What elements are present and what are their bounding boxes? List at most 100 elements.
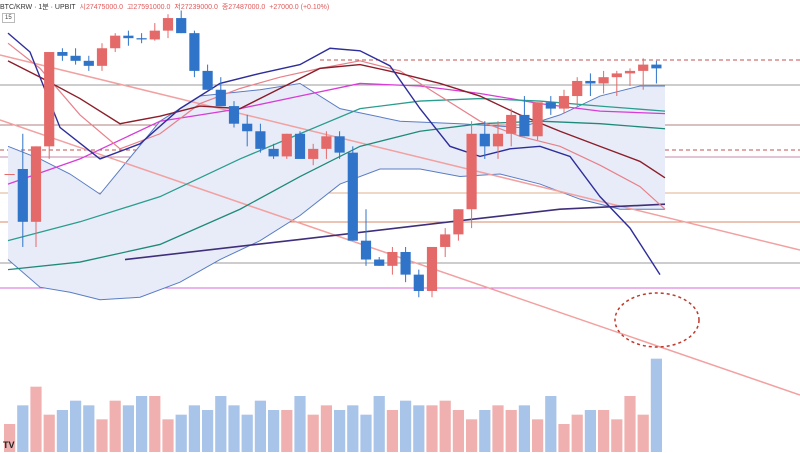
- candle-body: [189, 33, 200, 71]
- volume-bar: [386, 410, 398, 452]
- tradingview-logo: TV: [3, 440, 15, 450]
- volume-bar: [4, 424, 16, 452]
- volume-bar: [56, 410, 68, 452]
- candle-body: [83, 60, 94, 66]
- volume-bar: [347, 405, 359, 452]
- volume-bar: [439, 400, 451, 452]
- chart-header: BTC/KRW · 1분 · UPBIT 시27475000.0 고275910…: [0, 0, 333, 14]
- candle-body: [558, 96, 570, 109]
- indicator-badge[interactable]: 15: [2, 13, 15, 23]
- candle-body: [413, 274, 424, 291]
- candle-body: [268, 148, 279, 157]
- candle-body: [572, 80, 583, 97]
- volume-bar: [426, 405, 438, 452]
- volume-bar: [637, 414, 649, 452]
- volume-bar: [268, 410, 280, 452]
- candle-body: [123, 35, 134, 39]
- candle-body: [479, 133, 490, 147]
- volume-bar: [149, 396, 161, 452]
- candle-body: [360, 240, 372, 260]
- volume-bar: [294, 396, 306, 452]
- volume-bar: [43, 414, 55, 452]
- candle-body: [545, 102, 556, 109]
- candle-body: [334, 136, 345, 153]
- volume-bar: [30, 386, 42, 452]
- candle-body: [466, 133, 477, 210]
- volume-bar: [307, 414, 319, 452]
- volume-bar: [228, 405, 240, 452]
- candle-body: [387, 251, 398, 266]
- volume-bar: [518, 405, 530, 452]
- close-value: 종27487000.0: [221, 4, 266, 11]
- volume-bar: [96, 419, 108, 452]
- highlight-circle: [614, 292, 700, 348]
- candle-body: [638, 64, 649, 71]
- volume-bar: [215, 396, 227, 452]
- volume-bar: [188, 405, 200, 452]
- volume-bar: [241, 414, 253, 452]
- change-value: +27000.0 (+0.10%): [269, 3, 330, 11]
- open-value: 시27475000.0: [79, 4, 123, 11]
- ma-green-line: [7, 120, 666, 271]
- volume-bar: [122, 405, 134, 452]
- ma-fast-line: [7, 32, 661, 276]
- volume-bar: [611, 419, 623, 452]
- volume-bar: [109, 400, 121, 452]
- candle-body: [440, 234, 451, 247]
- candle-body: [519, 114, 530, 137]
- ma-mid-line: [7, 42, 666, 210]
- volume-bar: [320, 405, 332, 452]
- volume-bar: [400, 400, 412, 452]
- low-value: 저27239000.0: [174, 4, 218, 11]
- candle-body: [294, 133, 306, 159]
- volume-bar: [254, 400, 266, 452]
- candle-body: [598, 77, 609, 84]
- candle-body: [4, 174, 15, 176]
- candle-body: [308, 148, 319, 159]
- candle-body: [162, 18, 174, 31]
- volume-bar: [17, 405, 29, 452]
- volume-bar: [545, 396, 557, 452]
- candle-body: [374, 259, 385, 266]
- volume-bar: [650, 358, 662, 452]
- candle-body: [70, 55, 81, 61]
- volume-bar: [136, 396, 148, 452]
- volume-bar: [360, 414, 372, 452]
- candle-body: [281, 133, 292, 157]
- volume-bar: [373, 396, 385, 452]
- symbol-label[interactable]: BTC/KRW · 1분 · UPBIT: [0, 4, 76, 11]
- candle-body: [17, 168, 28, 222]
- candle-body: [110, 35, 121, 49]
- candle-body: [136, 38, 147, 40]
- candle-body: [202, 70, 213, 90]
- candle-body: [611, 73, 622, 78]
- candle-body: [426, 246, 438, 291]
- candle-body: [242, 123, 253, 132]
- candle-body: [585, 80, 596, 84]
- volume-bar: [624, 396, 636, 452]
- candle-body: [532, 102, 543, 137]
- ma-long-line: [124, 203, 666, 261]
- candle-body: [176, 18, 187, 34]
- candle-body: [57, 52, 68, 56]
- candle-body: [228, 106, 240, 124]
- volume-bar: [505, 410, 517, 452]
- candle-body: [492, 133, 504, 147]
- volume-bar: [466, 419, 478, 452]
- volume-bar: [598, 410, 610, 452]
- volume-bar: [584, 410, 596, 452]
- volume-bar: [83, 405, 95, 452]
- trend-line-lower: [0, 119, 800, 396]
- volume-bar: [162, 419, 174, 452]
- volume-bar: [281, 410, 293, 452]
- volume-bar: [558, 424, 570, 452]
- candle-body: [149, 30, 160, 40]
- candle-body: [506, 114, 517, 134]
- volume-bar: [479, 410, 491, 452]
- candle-body: [651, 64, 662, 69]
- volume-bar: [175, 414, 187, 452]
- volume-bar: [532, 419, 544, 452]
- volume-bar: [571, 414, 583, 452]
